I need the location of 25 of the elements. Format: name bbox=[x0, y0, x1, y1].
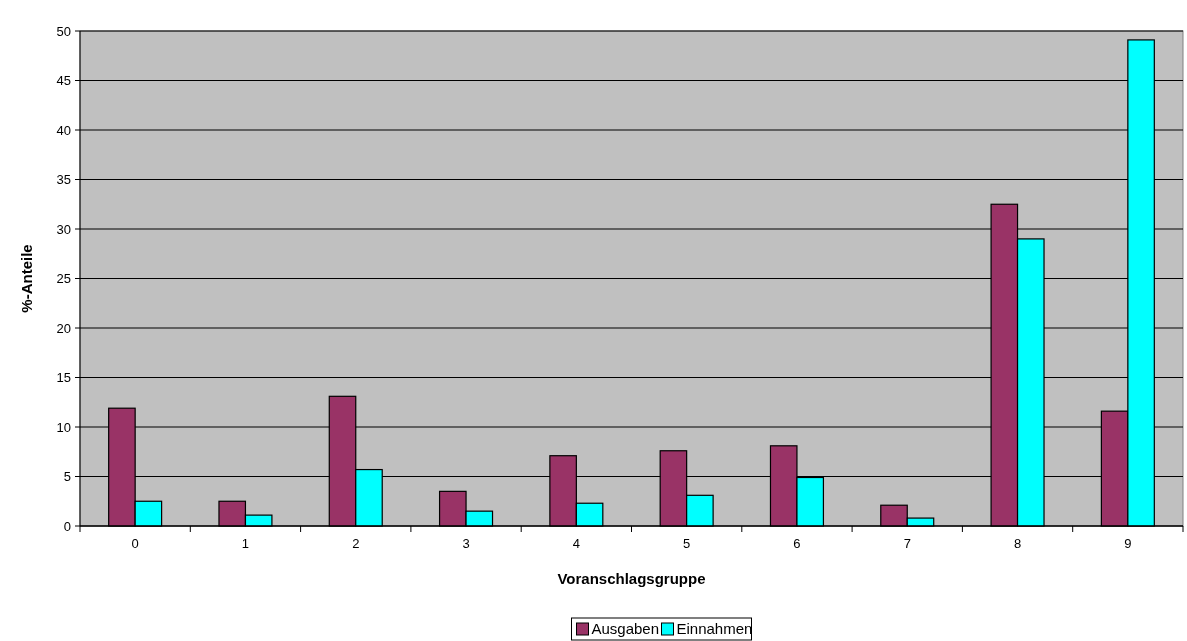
x-tick-label: 1 bbox=[241, 536, 250, 551]
x-tick-label: 4 bbox=[572, 536, 580, 551]
legend-label: Einnahmen bbox=[676, 620, 753, 637]
x-tick-label: 3 bbox=[462, 536, 470, 551]
x-tick-label: 7 bbox=[903, 536, 911, 551]
x-tick-label: 6 bbox=[793, 536, 801, 551]
y-tick-label: 40 bbox=[56, 122, 71, 138]
y-tick-label: 30 bbox=[56, 221, 71, 237]
x-axis-title: Voranschlagsgruppe bbox=[557, 570, 706, 587]
y-tick-label: 10 bbox=[56, 419, 71, 435]
x-tick-label: 2 bbox=[352, 536, 360, 551]
y-tick-label: 20 bbox=[56, 320, 71, 336]
y-tick-label: 5 bbox=[63, 469, 71, 485]
legend-label: Ausgaben bbox=[591, 620, 660, 637]
y-axis-title: %-Anteile bbox=[18, 244, 35, 313]
y-tick-label: 35 bbox=[56, 172, 71, 188]
y-tick-label: 15 bbox=[56, 370, 71, 386]
x-tick-label: 0 bbox=[131, 536, 139, 551]
x-tick-label: 8 bbox=[1013, 536, 1022, 551]
y-tick-label: 45 bbox=[56, 73, 71, 89]
y-tick-label: 25 bbox=[56, 271, 71, 287]
y-tick-label: 50 bbox=[56, 23, 71, 39]
y-tick-label: 0 bbox=[63, 518, 71, 534]
x-tick-label: 5 bbox=[683, 536, 691, 551]
x-tick-label: 9 bbox=[1124, 536, 1132, 551]
